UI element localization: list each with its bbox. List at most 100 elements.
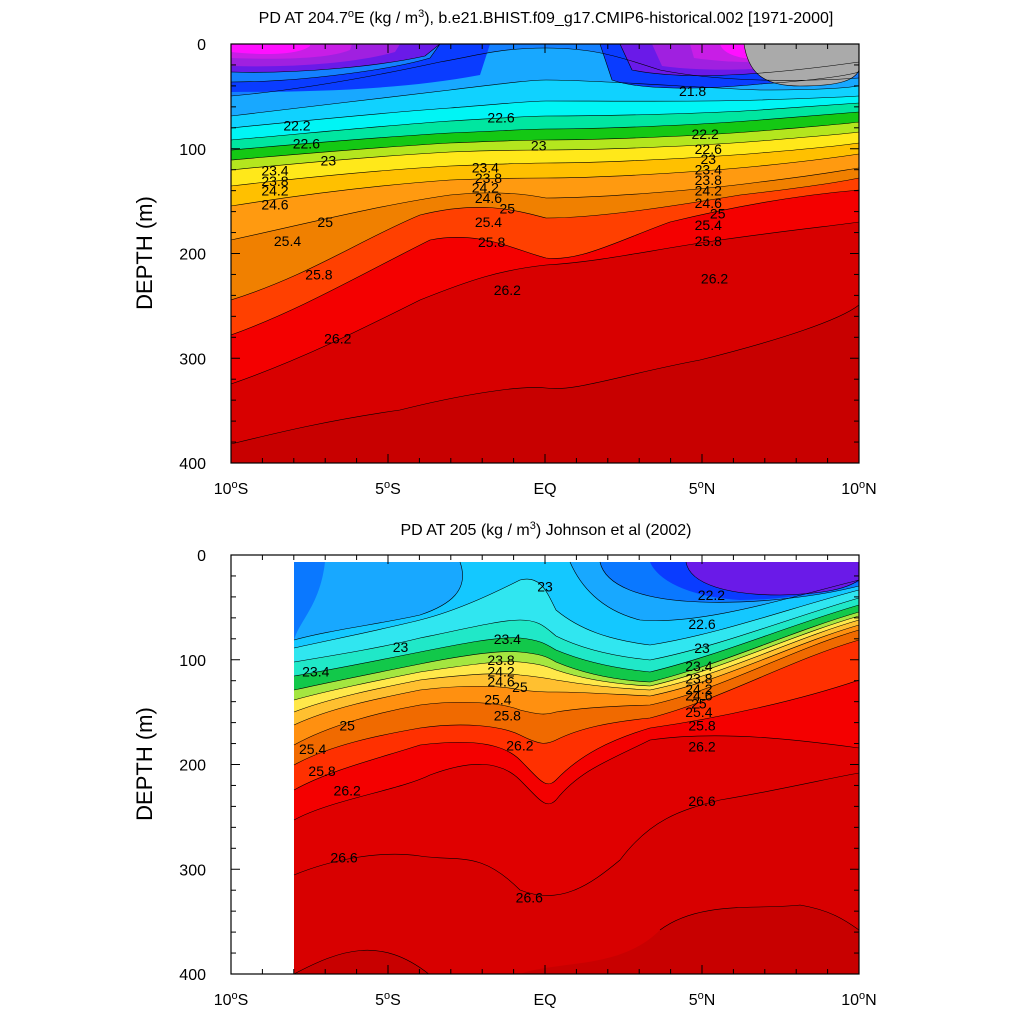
contour-label: 25 bbox=[317, 214, 333, 230]
contour-label: 25.8 bbox=[478, 234, 505, 250]
axes-frame bbox=[230, 554, 860, 975]
contour-label: 24.6 bbox=[487, 674, 514, 690]
x-axis: 10oS 5oS EQ 5oN 10oN bbox=[214, 990, 877, 1009]
contour-label: 25 bbox=[512, 679, 528, 695]
contour-label: 25.8 bbox=[695, 233, 722, 249]
contour-label: 25.4 bbox=[685, 704, 712, 720]
x-axis: 10oS 5oS EQ 5oN 10oN bbox=[214, 479, 877, 498]
contour-label: 24.2 bbox=[261, 183, 288, 199]
x-tick-label: EQ bbox=[533, 992, 556, 1009]
y-axis-label: DEPTH (m) bbox=[132, 707, 157, 821]
contour-label: 24.6 bbox=[685, 687, 712, 703]
panel-model: PD AT 204.7oE (kg / m3), b.e21.BHIST.f09… bbox=[132, 8, 877, 498]
contour-fill bbox=[231, 44, 859, 463]
contour-label: 25.4 bbox=[475, 214, 502, 230]
contour-label: 21.8 bbox=[679, 83, 706, 99]
contour-label: 26.2 bbox=[324, 330, 351, 346]
contour-label: 25 bbox=[691, 696, 707, 712]
y-tick-label: 0 bbox=[197, 548, 206, 565]
contour-label: 23.4 bbox=[685, 658, 712, 674]
contour-label: 25.8 bbox=[688, 718, 715, 734]
contour-label: 23.4 bbox=[302, 663, 329, 679]
y-axis: DEPTH (m) 0 100 200 300 400 bbox=[132, 548, 206, 984]
contour-label: 23.4 bbox=[472, 160, 499, 176]
contour-lines bbox=[231, 44, 859, 445]
contour-label: 24.2 bbox=[695, 183, 722, 199]
contour-label: 26.6 bbox=[516, 890, 543, 906]
contour-label: 24.6 bbox=[475, 190, 502, 206]
chart-title: PD AT 204.7oE (kg / m3), b.e21.BHIST.f09… bbox=[259, 8, 834, 27]
contour-label: 23.4 bbox=[261, 163, 288, 179]
x-tick-label: EQ bbox=[533, 481, 556, 498]
contour-label: 22.6 bbox=[695, 141, 722, 157]
contour-label: 23.8 bbox=[261, 173, 288, 189]
x-tick-label: 10oN bbox=[841, 479, 876, 498]
contour-label: 25 bbox=[500, 200, 516, 216]
axes-frame bbox=[230, 43, 860, 464]
contour-label: 23 bbox=[537, 578, 553, 594]
contour-label: 23 bbox=[531, 138, 547, 154]
y-tick-label: 400 bbox=[179, 967, 206, 984]
x-tick-label: 5oN bbox=[689, 479, 716, 498]
contour-label: 26.6 bbox=[688, 793, 715, 809]
contour-label: 25.8 bbox=[305, 266, 332, 282]
contour-label: 26.2 bbox=[494, 282, 521, 298]
x-tick-label: 5oS bbox=[375, 990, 401, 1009]
contour-label: 23.8 bbox=[685, 671, 712, 687]
contour-label: 25.4 bbox=[299, 741, 326, 757]
contour-label: 25.8 bbox=[308, 763, 335, 779]
x-tick-label: 10oS bbox=[214, 990, 249, 1009]
contour-label: 23.8 bbox=[475, 170, 502, 186]
contour-label: 23 bbox=[700, 151, 716, 167]
contour-lines bbox=[293, 561, 859, 974]
contour-label: 24.2 bbox=[487, 663, 514, 679]
contour-label: 26.2 bbox=[701, 271, 728, 287]
contour-label: 23 bbox=[694, 640, 710, 656]
y-tick-label: 0 bbox=[197, 37, 206, 54]
contour-label: 23.8 bbox=[695, 172, 722, 188]
contour-label: 26.6 bbox=[330, 850, 357, 866]
y-axis-label: DEPTH (m) bbox=[132, 196, 157, 310]
contour-label: 25 bbox=[339, 718, 355, 734]
contour-label: 25.4 bbox=[274, 233, 301, 249]
contour-label: 25.8 bbox=[494, 707, 521, 723]
panel-observed: PD AT 205 (kg / m3) Johnson et al (2002) bbox=[132, 520, 877, 1009]
contour-label: 22.6 bbox=[487, 109, 514, 125]
contour-label: 22.6 bbox=[688, 616, 715, 632]
contour-label: 23.8 bbox=[487, 652, 514, 668]
y-tick-label: 300 bbox=[179, 351, 206, 368]
contour-label: 23.4 bbox=[695, 162, 722, 178]
contour-label: 25 bbox=[710, 206, 726, 222]
contour-label: 26.2 bbox=[506, 738, 533, 754]
y-tick-label: 200 bbox=[179, 758, 206, 775]
contour-label: 22.2 bbox=[698, 587, 725, 603]
y-tick-label: 100 bbox=[179, 653, 206, 670]
missing-data-region bbox=[744, 44, 859, 86]
y-tick-label: 200 bbox=[179, 247, 206, 264]
contour-label: 22.2 bbox=[283, 118, 310, 134]
x-tick-label: 5oN bbox=[689, 990, 716, 1009]
contour-label: 25.4 bbox=[695, 217, 722, 233]
contour-label: 22.2 bbox=[692, 126, 719, 142]
contour-label: 23.4 bbox=[494, 631, 521, 647]
contour-label: 24.6 bbox=[261, 196, 288, 212]
y-tick-label: 400 bbox=[179, 456, 206, 473]
contour-label: 23 bbox=[321, 152, 337, 168]
y-tick-label: 300 bbox=[179, 862, 206, 879]
contour-label: 24.2 bbox=[685, 681, 712, 697]
contour-label: 24.2 bbox=[472, 180, 499, 196]
contour-label: 24.6 bbox=[695, 195, 722, 211]
y-tick-label: 100 bbox=[179, 142, 206, 159]
x-tick-label: 5oS bbox=[375, 479, 401, 498]
contour-label: 26.2 bbox=[688, 739, 715, 755]
contour-label: 22.6 bbox=[293, 136, 320, 152]
contour-fill bbox=[293, 561, 859, 974]
x-tick-label: 10oN bbox=[841, 990, 876, 1009]
contour-label: 25.4 bbox=[484, 692, 511, 708]
x-tick-label: 10oS bbox=[214, 479, 249, 498]
contour-label: 23 bbox=[393, 639, 409, 655]
contour-label: 26.2 bbox=[334, 783, 361, 799]
